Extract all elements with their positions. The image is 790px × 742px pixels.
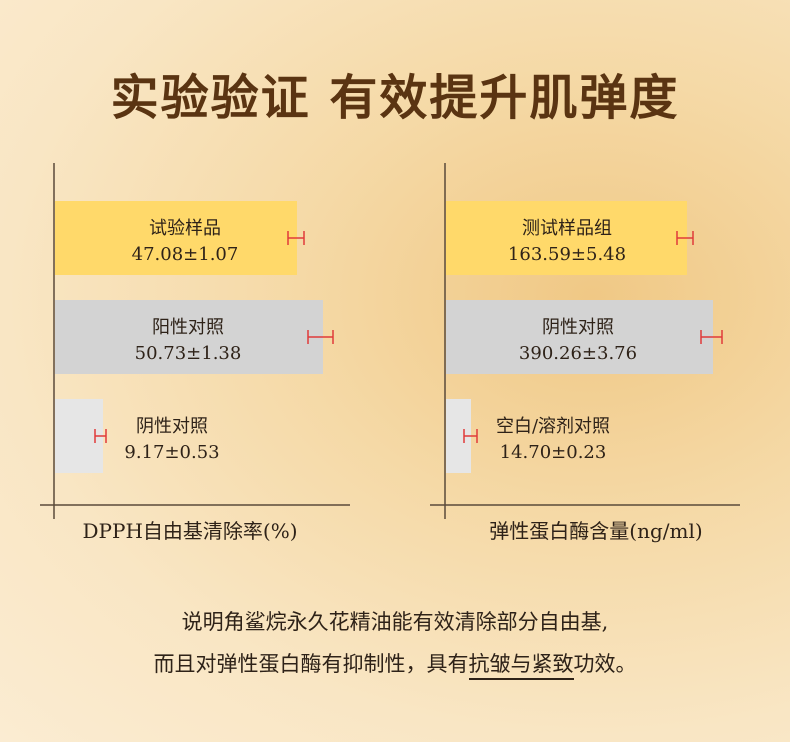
bar <box>446 201 687 275</box>
note-text-end: 功效。 <box>573 652 637 676</box>
bar <box>55 300 323 374</box>
note-line-2: 而且对弹性蛋白酶有抑制性，具有抗皱与紧致功效。 <box>0 648 790 680</box>
page-title: 实验验证 有效提升肌弹度 <box>110 70 680 126</box>
bar-category-label: 空白/溶剂对照 <box>496 416 610 437</box>
bar-value-label: 390.26±3.76 <box>519 343 637 364</box>
bar-category-label: 测试样品组 <box>522 218 612 239</box>
x-axis-label: DPPH自由基清除率(%) <box>83 519 298 543</box>
bar-category-label: 试验样品 <box>149 218 221 239</box>
bar-value-label: 14.70±0.23 <box>500 442 607 463</box>
chart-1: 试验样品 47.08±1.07 阳性对照 50.73±1.38 阴性对照 9.17±0.5… <box>40 163 350 543</box>
bar-category-label: 阴性对照 <box>542 317 614 338</box>
bar-value-label: 47.08±1.07 <box>132 244 239 265</box>
bar-value-label: 163.59±5.48 <box>508 244 626 265</box>
bar-value-label: 9.17±0.53 <box>124 442 219 463</box>
bar <box>446 300 713 374</box>
bar-category-label: 阴性对照 <box>136 416 208 437</box>
x-axis-label: 弹性蛋白酶含量(ng/ml) <box>489 519 702 543</box>
bar-category-label: 阳性对照 <box>152 317 224 338</box>
bar-value-label: 50.73±1.38 <box>135 343 242 364</box>
note-line-1: 说明角鲨烷永久花精油能有效清除部分自由基, <box>181 610 609 634</box>
note-emphasis: 抗皱与紧致 <box>468 652 574 680</box>
note-text: 而且对弹性蛋白酶有抑制性，具有 <box>153 652 469 676</box>
chart-2: 测试样品组 163.59±5.48 阴性对照 390.26±3.76 空白/溶剂对照 14… <box>430 163 740 543</box>
bar <box>55 201 297 275</box>
